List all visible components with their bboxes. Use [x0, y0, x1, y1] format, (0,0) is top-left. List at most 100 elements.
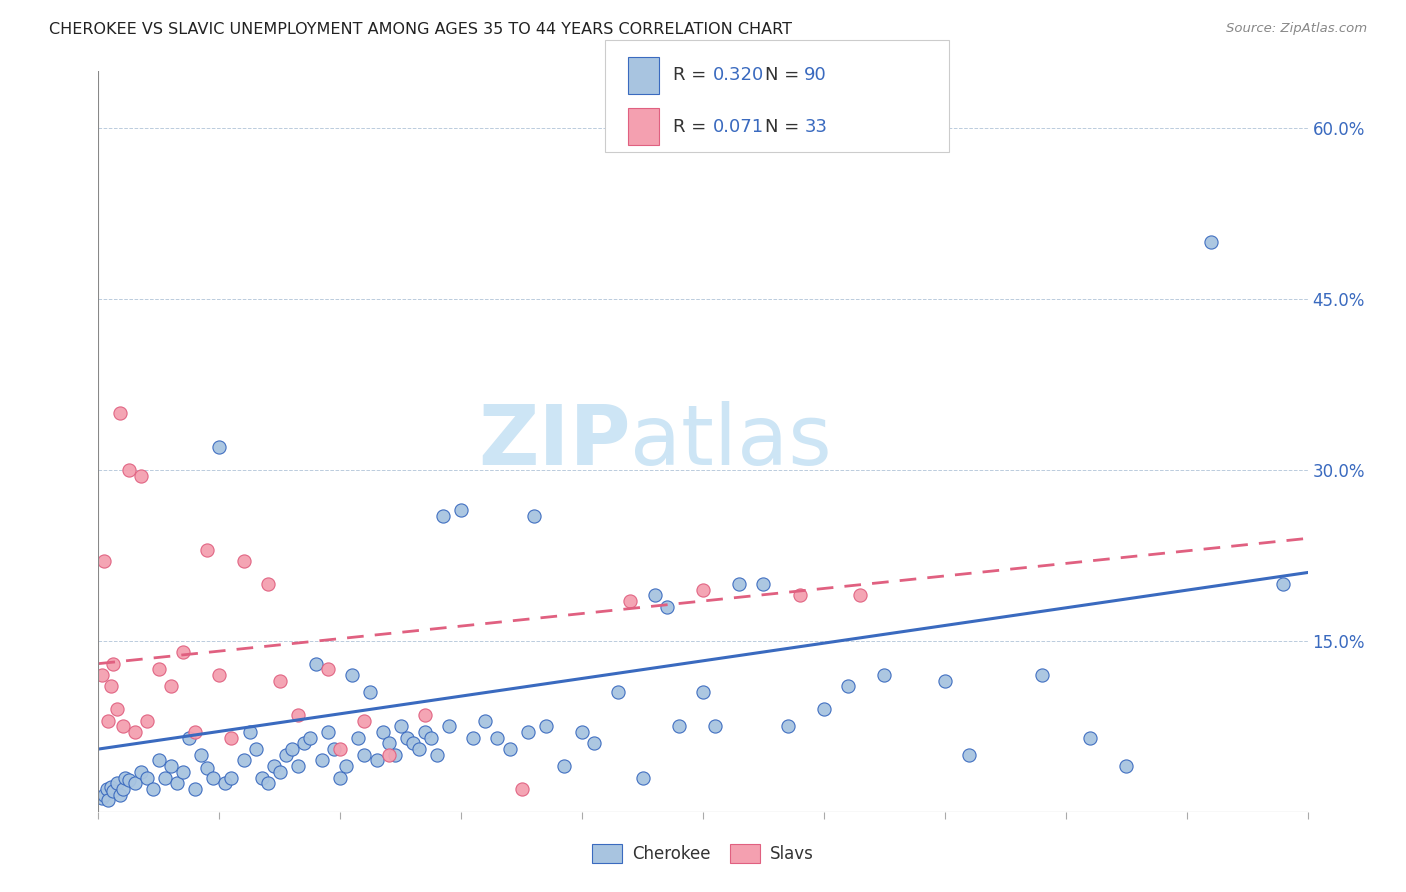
Point — [105, 702, 128, 716]
Point — [655, 599, 678, 614]
Point — [377, 736, 399, 750]
Point — [172, 645, 194, 659]
Point — [101, 657, 124, 671]
Point — [631, 771, 654, 785]
Point — [184, 781, 207, 796]
Point — [160, 680, 183, 694]
Point — [274, 747, 297, 762]
Point — [316, 662, 339, 676]
Point — [1078, 731, 1101, 745]
Point — [371, 725, 394, 739]
Point — [1115, 759, 1137, 773]
Point — [498, 742, 520, 756]
Point — [105, 776, 128, 790]
Point — [124, 725, 146, 739]
Point — [190, 747, 212, 762]
Point — [195, 542, 218, 557]
Point — [463, 731, 485, 745]
Point — [232, 554, 254, 568]
Point — [342, 668, 364, 682]
Point — [111, 781, 134, 796]
Point — [402, 736, 425, 750]
Point — [97, 793, 120, 807]
Point — [523, 508, 546, 523]
Point — [728, 577, 751, 591]
Point — [789, 588, 811, 602]
Point — [269, 673, 291, 688]
Point — [486, 731, 509, 745]
Point — [776, 719, 799, 733]
Point — [153, 771, 176, 785]
Point — [752, 577, 775, 591]
Point — [571, 725, 593, 739]
Point — [335, 759, 357, 773]
Point — [813, 702, 835, 716]
Point — [395, 731, 418, 745]
Point — [311, 754, 333, 768]
Point — [135, 771, 157, 785]
Text: 33: 33 — [804, 118, 827, 136]
Point — [91, 791, 114, 805]
Point — [426, 747, 449, 762]
Point — [413, 707, 436, 722]
Point — [129, 468, 152, 483]
Text: ZIP: ZIP — [478, 401, 630, 482]
Point — [292, 736, 315, 750]
Point — [250, 771, 273, 785]
Point — [1272, 577, 1295, 591]
Text: 90: 90 — [804, 66, 827, 85]
Point — [263, 759, 285, 773]
Point — [583, 736, 606, 750]
Text: 0.071: 0.071 — [713, 118, 763, 136]
Point — [281, 742, 304, 756]
Point — [1199, 235, 1222, 250]
Point — [269, 764, 291, 779]
Point — [93, 788, 115, 802]
Point — [148, 754, 170, 768]
Point — [93, 554, 115, 568]
Point — [100, 780, 122, 794]
Point — [692, 582, 714, 597]
Point — [692, 685, 714, 699]
Text: 0.320: 0.320 — [713, 66, 763, 85]
Text: Source: ZipAtlas.com: Source: ZipAtlas.com — [1226, 22, 1367, 36]
Point — [305, 657, 328, 671]
Point — [1031, 668, 1053, 682]
Point — [202, 771, 225, 785]
Point — [316, 725, 339, 739]
Point — [849, 588, 872, 602]
Point — [172, 764, 194, 779]
Point — [221, 731, 243, 745]
Point — [299, 731, 322, 745]
Point — [420, 731, 443, 745]
Point — [347, 731, 370, 745]
Point — [837, 680, 859, 694]
Point — [142, 781, 165, 796]
Point — [353, 714, 375, 728]
Point — [166, 776, 188, 790]
Point — [221, 771, 243, 785]
Point — [97, 714, 120, 728]
Text: R =: R = — [673, 118, 713, 136]
Point — [135, 714, 157, 728]
Point — [360, 685, 382, 699]
Point — [195, 761, 218, 775]
Point — [118, 463, 141, 477]
Text: N =: N = — [765, 118, 804, 136]
Point — [124, 776, 146, 790]
Point — [148, 662, 170, 676]
Point — [108, 406, 131, 420]
Point — [474, 714, 496, 728]
Point — [510, 781, 533, 796]
Text: atlas: atlas — [630, 401, 832, 482]
Point — [353, 747, 375, 762]
Point — [516, 725, 538, 739]
Text: CHEROKEE VS SLAVIC UNEMPLOYMENT AMONG AGES 35 TO 44 YEARS CORRELATION CHART: CHEROKEE VS SLAVIC UNEMPLOYMENT AMONG AG… — [49, 22, 792, 37]
Point — [389, 719, 412, 733]
Point — [287, 707, 309, 722]
Point — [114, 771, 136, 785]
Point — [101, 784, 124, 798]
Point — [232, 754, 254, 768]
Point — [384, 747, 406, 762]
Point — [208, 440, 231, 454]
